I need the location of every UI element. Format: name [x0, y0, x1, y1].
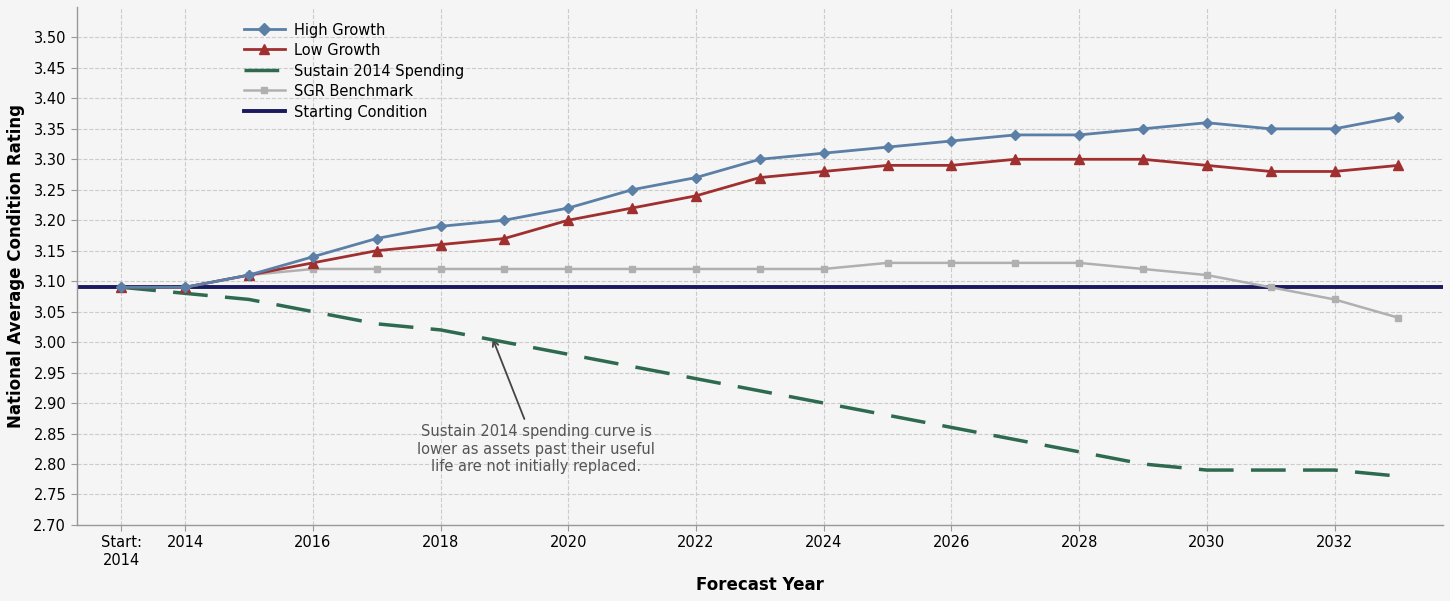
Text: Sustain 2014 spending curve is
lower as assets past their useful
life are not in: Sustain 2014 spending curve is lower as …: [418, 340, 655, 474]
Y-axis label: National Average Condition Rating: National Average Condition Rating: [7, 104, 25, 428]
X-axis label: Forecast Year: Forecast Year: [696, 576, 824, 594]
Legend: High Growth, Low Growth, Sustain 2014 Spending, SGR Benchmark, Starting Conditio: High Growth, Low Growth, Sustain 2014 Sp…: [241, 19, 467, 123]
